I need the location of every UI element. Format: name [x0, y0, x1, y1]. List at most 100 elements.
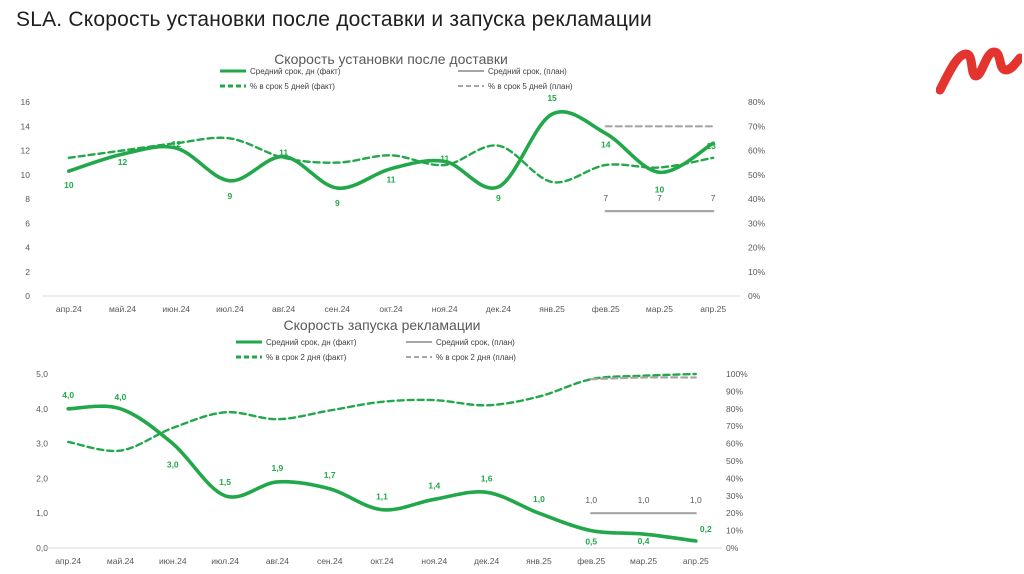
plan-data-label: 1,0 [585, 495, 597, 505]
x-category-label: ноя.24 [421, 556, 447, 566]
y-right-tick: 20% [748, 243, 765, 253]
x-category-label: авг.24 [266, 556, 289, 566]
legend-label-2: % в срок 5 дней (факт) [250, 82, 335, 91]
x-category-label: фев.25 [592, 304, 620, 314]
y-right-tick: 100% [726, 369, 748, 379]
y-right-tick: 20% [726, 508, 743, 518]
series-line-3 [590, 376, 697, 381]
plan-data-label: 7 [711, 193, 716, 203]
fact-data-label: 12 [118, 157, 128, 167]
x-category-label: янв.25 [539, 304, 565, 314]
x-category-label: окт.24 [370, 556, 394, 566]
legend-label-2: % в срок 2 дня (факт) [266, 353, 347, 362]
x-category-label: апр.25 [700, 304, 726, 314]
y-left-tick: 14 [21, 121, 31, 131]
legend-label-3: % в срок 5 дней (план) [488, 82, 573, 91]
x-category-label: мар.25 [630, 556, 657, 566]
fact-data-label: 10 [655, 184, 665, 194]
y-right-tick: 70% [748, 121, 765, 131]
legend-label-3: % в срок 2 дня (план) [436, 353, 516, 362]
fact-data-label: 14 [601, 140, 611, 150]
series-line-0 [66, 404, 698, 543]
y-right-tick: 0% [748, 291, 761, 301]
chart-title: Скорость установки после доставки [274, 51, 508, 67]
y-left-tick: 5,0 [36, 369, 48, 379]
fact-data-label: 1,5 [219, 477, 231, 487]
x-category-label: сен.24 [317, 556, 343, 566]
y-right-tick: 30% [726, 491, 743, 501]
plan-data-label: 1,0 [638, 495, 650, 505]
x-category-label: май.24 [109, 304, 136, 314]
y-right-tick: 40% [726, 473, 743, 483]
legend-label-1: Средний срок, (план) [488, 67, 567, 76]
y-right-tick: 0% [726, 543, 739, 553]
x-category-label: авг.24 [272, 304, 295, 314]
y-right-tick: 80% [748, 97, 765, 107]
fact-data-label: 3,0 [167, 460, 179, 470]
x-category-label: фев.25 [577, 556, 605, 566]
y-right-tick: 10% [748, 267, 765, 277]
plan-data-label: 1,0 [690, 495, 702, 505]
x-category-label: июн.24 [159, 556, 187, 566]
x-category-label: мар.25 [646, 304, 673, 314]
y-right-tick: 70% [726, 421, 743, 431]
y-right-tick: 50% [726, 456, 743, 466]
legend-label-0: Средний срок, дн (факт) [250, 67, 341, 76]
fact-data-label: 12 [171, 139, 181, 149]
y-left-tick: 0 [25, 291, 30, 301]
fact-data-label: 9 [335, 198, 340, 208]
y-right-tick: 40% [748, 194, 765, 204]
fact-data-label: 1,4 [428, 480, 440, 490]
fact-data-label: 1,0 [533, 494, 545, 504]
x-category-label: июн.24 [162, 304, 190, 314]
x-category-label: янв.25 [526, 556, 552, 566]
series-line-2 [67, 372, 697, 453]
y-left-tick: 3,0 [36, 439, 48, 449]
x-category-label: окт.24 [379, 304, 403, 314]
x-category-label: апр.25 [683, 556, 709, 566]
y-left-tick: 1,0 [36, 508, 48, 518]
y-left-tick: 12 [21, 146, 31, 156]
fact-data-label: 4,0 [62, 390, 74, 400]
plan-data-label: 7 [657, 193, 662, 203]
y-right-tick: 50% [748, 170, 765, 180]
y-left-tick: 8 [25, 194, 30, 204]
fact-data-label: 13 [706, 141, 716, 151]
fact-data-label: 0,2 [700, 524, 712, 534]
y-left-tick: 2,0 [36, 473, 48, 483]
legend-label-0: Средний срок, дн (факт) [266, 338, 357, 347]
fact-data-label: 9 [228, 191, 233, 201]
x-category-label: ноя.24 [432, 304, 458, 314]
fact-data-label: 11 [279, 148, 288, 158]
fact-data-label: 15 [547, 93, 557, 103]
y-left-tick: 16 [21, 97, 31, 107]
brand-m-logo-icon [936, 47, 1022, 95]
y-left-tick: 0,0 [36, 543, 48, 553]
y-left-tick: 4,0 [36, 404, 48, 414]
series-line-0 [67, 110, 715, 190]
plan-data-label: 7 [603, 193, 608, 203]
y-left-tick: 4 [25, 243, 30, 253]
x-category-label: дек.24 [486, 304, 511, 314]
y-right-tick: 90% [726, 386, 743, 396]
y-left-tick: 2 [25, 267, 30, 277]
y-right-tick: 60% [726, 439, 743, 449]
y-right-tick: 10% [726, 526, 743, 536]
x-category-label: июл.24 [211, 556, 239, 566]
fact-data-label: 11 [440, 153, 449, 163]
y-left-tick: 10 [21, 170, 31, 180]
fact-data-label: 4,0 [115, 392, 127, 402]
fact-data-label: 1,9 [271, 463, 283, 473]
x-category-label: сен.24 [325, 304, 351, 314]
page-title: SLA. Скорость установки после доставки и… [16, 8, 652, 31]
fact-data-label: 0,4 [638, 536, 650, 546]
fact-data-label: 9 [496, 193, 501, 203]
y-right-tick: 80% [726, 404, 743, 414]
fact-data-label: 0,5 [585, 537, 597, 547]
y-right-tick: 60% [748, 146, 765, 156]
fact-data-label: 1,6 [481, 473, 493, 483]
x-category-label: май.24 [107, 556, 134, 566]
x-category-label: июл.24 [216, 304, 244, 314]
x-category-label: апр.24 [56, 304, 82, 314]
fact-data-label: 1,1 [376, 492, 388, 502]
